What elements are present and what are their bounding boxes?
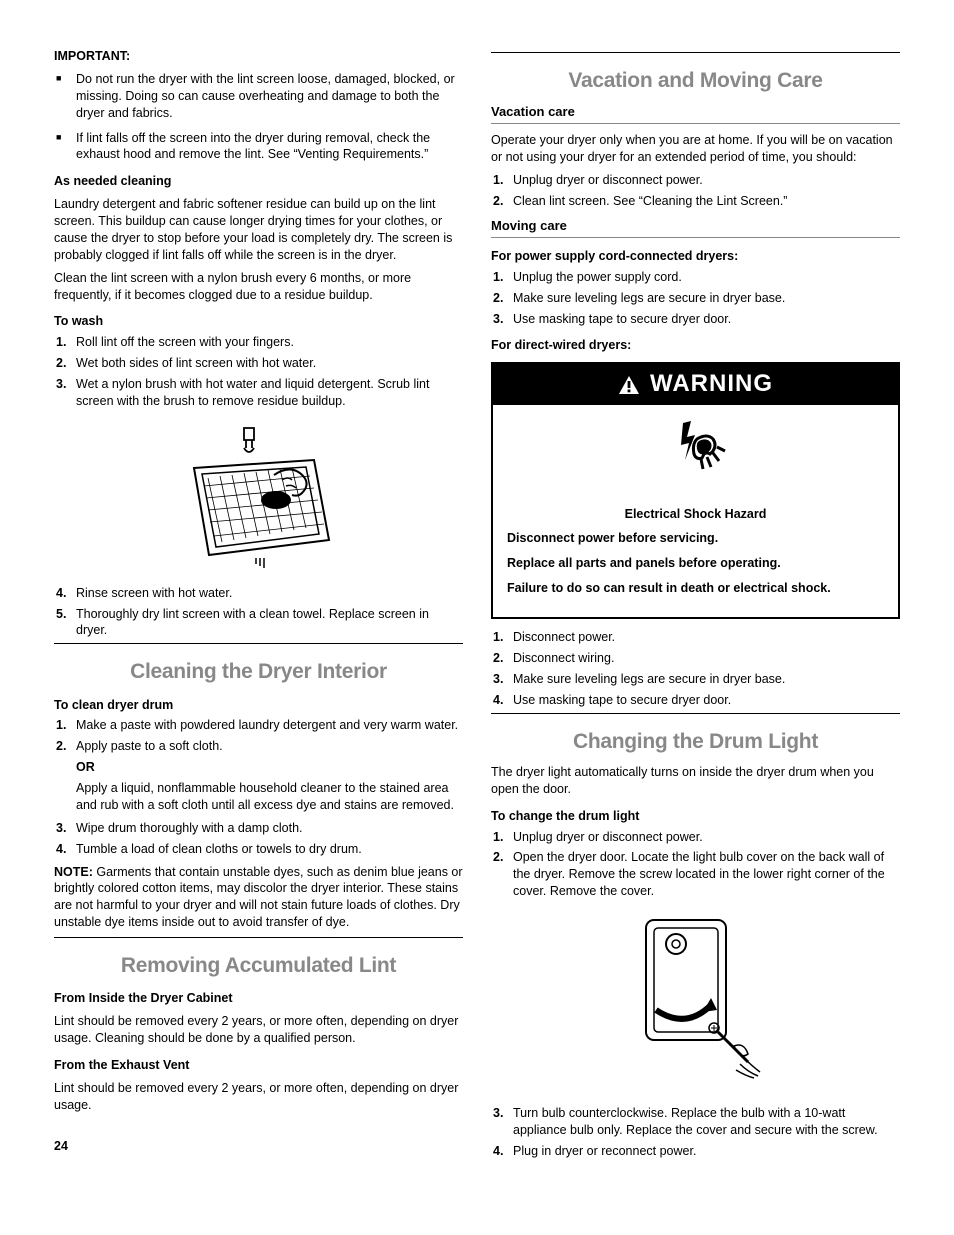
list-item: Use masking tape to secure dryer door.: [491, 311, 900, 328]
list-item: Clean lint screen. See “Cleaning the Lin…: [491, 193, 900, 210]
warning-body: Electrical Shock Hazard Disconnect power…: [493, 496, 898, 618]
list-item: Roll lint off the screen with your finge…: [54, 334, 463, 351]
lint-screen-illustration: [54, 420, 463, 575]
body-text: Laundry detergent and fabric softener re…: [54, 196, 463, 264]
left-column: IMPORTANT: Do not run the dryer with the…: [54, 48, 463, 1164]
note-text: Garments that contain unstable dyes, suc…: [54, 865, 463, 930]
clean-drum-head: To clean dryer drum: [54, 697, 463, 714]
vacation-steps: Unplug dryer or disconnect power. Clean …: [491, 172, 900, 210]
from-vent-head: From the Exhaust Vent: [54, 1057, 463, 1074]
drum-light-title: Changing the Drum Light: [491, 728, 900, 756]
list-item: Plug in dryer or reconnect power.: [491, 1143, 900, 1160]
vacation-title: Vacation and Moving Care: [491, 67, 900, 95]
warning-line: Disconnect power before servicing.: [507, 530, 884, 547]
or-label: OR: [76, 759, 463, 776]
body-text: Operate your dryer only when you are at …: [491, 132, 900, 166]
note-paragraph: NOTE: Garments that contain unstable dye…: [54, 864, 463, 932]
body-text: Apply a liquid, nonflammable household c…: [76, 780, 463, 814]
divider: [54, 643, 463, 644]
list-item: Wet a nylon brush with hot water and liq…: [54, 376, 463, 410]
cord-steps: Unplug the power supply cord. Make sure …: [491, 269, 900, 328]
page-number: 24: [54, 1138, 463, 1155]
change-light-head: To change the drum light: [491, 808, 900, 825]
warning-label: WARNING: [650, 368, 773, 400]
list-item: Unplug dryer or disconnect power.: [491, 829, 900, 846]
light-steps-b: Turn bulb counterclockwise. Replace the …: [491, 1105, 900, 1160]
direct-steps: Disconnect power. Disconnect wiring. Mak…: [491, 629, 900, 709]
list-item: If lint falls off the screen into the dr…: [54, 130, 463, 164]
body-text: Lint should be removed every 2 years, or…: [54, 1013, 463, 1047]
list-item: Unplug dryer or disconnect power.: [491, 172, 900, 189]
note-label: NOTE:: [54, 865, 93, 879]
warning-header: WARNING: [493, 364, 898, 404]
list-item: Unplug the power supply cord.: [491, 269, 900, 286]
direct-head: For direct-wired dryers:: [491, 337, 900, 354]
as-needed-head: As needed cleaning: [54, 173, 463, 190]
list-item: Disconnect power.: [491, 629, 900, 646]
clean-drum-list: Make a paste with powdered laundry deter…: [54, 717, 463, 755]
warning-hazard: Electrical Shock Hazard: [507, 506, 884, 523]
list-item: Wipe drum thoroughly with a damp cloth.: [54, 820, 463, 837]
warning-box: WARNING Electrical Shock Hazard Disconne…: [491, 362, 900, 619]
divider: [491, 123, 900, 124]
warning-line: Replace all parts and panels before oper…: [507, 555, 884, 572]
list-item: Make a paste with powdered laundry deter…: [54, 717, 463, 734]
list-item: Turn bulb counterclockwise. Replace the …: [491, 1105, 900, 1139]
right-column: Vacation and Moving Care Vacation care O…: [491, 48, 900, 1164]
divider: [491, 713, 900, 714]
body-text: The dryer light automatically turns on i…: [491, 764, 900, 798]
list-item: Use masking tape to secure dryer door.: [491, 692, 900, 709]
list-item: Apply paste to a soft cloth.: [54, 738, 463, 755]
clean-drum-list-b: Wipe drum thoroughly with a damp cloth. …: [54, 820, 463, 858]
divider: [54, 937, 463, 938]
important-label: IMPORTANT:: [54, 48, 463, 65]
to-wash-list-b: Rinse screen with hot water. Thoroughly …: [54, 585, 463, 640]
list-item: Make sure leveling legs are secure in dr…: [491, 671, 900, 688]
to-wash-head: To wash: [54, 313, 463, 330]
moving-care-head: Moving care: [491, 217, 900, 235]
body-text: Clean the lint screen with a nylon brush…: [54, 270, 463, 304]
drum-light-illustration: [491, 910, 900, 1095]
shock-icon-row: [493, 405, 898, 496]
list-item: Wet both sides of lint screen with hot w…: [54, 355, 463, 372]
electrical-shock-icon: [661, 415, 731, 485]
warning-triangle-icon: [618, 375, 640, 395]
warning-line: Failure to do so can result in death or …: [507, 580, 884, 597]
vacation-care-head: Vacation care: [491, 103, 900, 121]
list-item: Rinse screen with hot water.: [54, 585, 463, 602]
list-item: Thoroughly dry lint screen with a clean …: [54, 606, 463, 640]
body-text: Lint should be removed every 2 years, or…: [54, 1080, 463, 1114]
divider: [491, 237, 900, 238]
light-steps-a: Unplug dryer or disconnect power. Open t…: [491, 829, 900, 901]
list-item: Tumble a load of clean cloths or towels …: [54, 841, 463, 858]
list-item: Make sure leveling legs are secure in dr…: [491, 290, 900, 307]
cleaning-interior-title: Cleaning the Dryer Interior: [54, 658, 463, 686]
list-item: Open the dryer door. Locate the light bu…: [491, 849, 900, 900]
important-list: Do not run the dryer with the lint scree…: [54, 71, 463, 163]
divider: [491, 52, 900, 53]
page-columns: IMPORTANT: Do not run the dryer with the…: [54, 48, 900, 1164]
list-item: Do not run the dryer with the lint scree…: [54, 71, 463, 122]
cord-head: For power supply cord-connected dryers:: [491, 248, 900, 265]
from-cabinet-head: From Inside the Dryer Cabinet: [54, 990, 463, 1007]
removing-lint-title: Removing Accumulated Lint: [54, 952, 463, 980]
to-wash-list-a: Roll lint off the screen with your finge…: [54, 334, 463, 410]
list-item: Disconnect wiring.: [491, 650, 900, 667]
